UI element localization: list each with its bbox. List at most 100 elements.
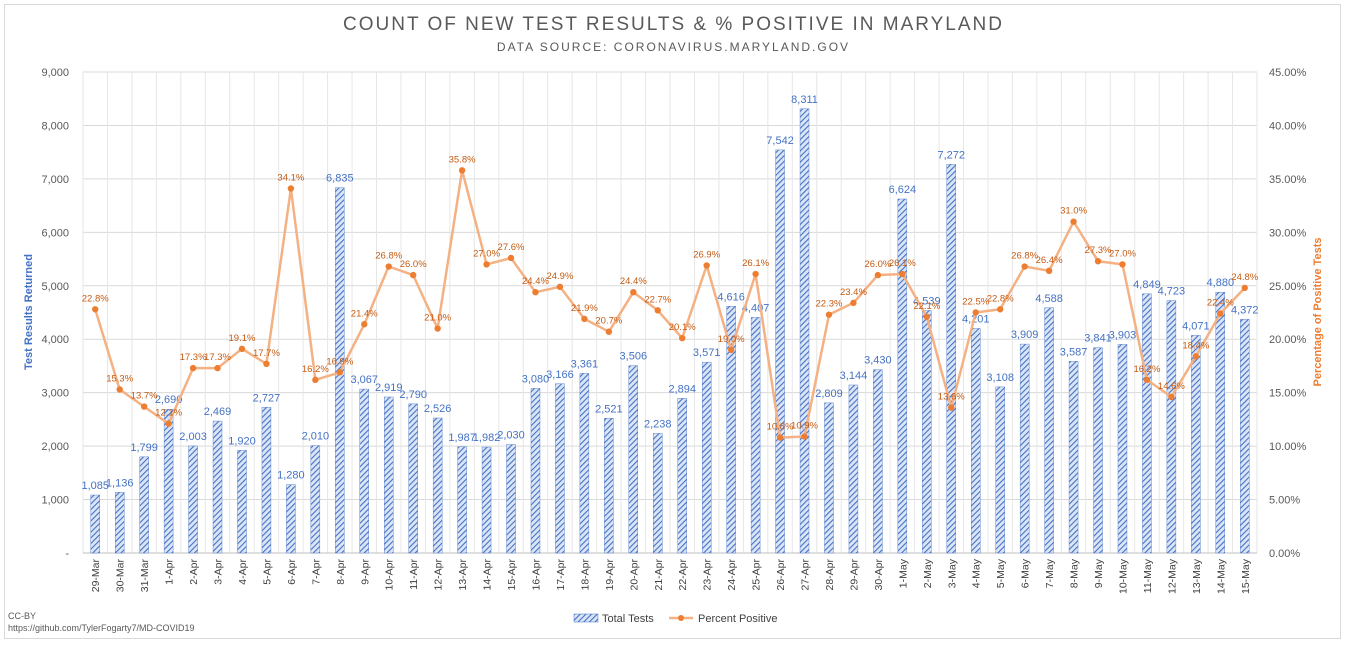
percent-value-label: 24.8% (1231, 272, 1258, 283)
percent-point (1168, 393, 1175, 401)
percent-value-label: 16.9% (326, 356, 353, 367)
bar-value-label: 2,919 (375, 382, 403, 394)
percent-point (140, 403, 148, 410)
bar-value-label: 1,085 (81, 480, 109, 492)
bar-value-label: 4,616 (717, 291, 745, 303)
bar-value-label: 3,067 (351, 374, 379, 386)
bar-value-label: 3,903 (1109, 329, 1137, 341)
bar-total-tests (237, 450, 247, 554)
right-tick-label: 15.00% (1269, 388, 1307, 400)
category-label: 23-Apr (702, 558, 714, 590)
category-label: 1-May (897, 558, 909, 588)
bar-total-tests (481, 446, 492, 554)
bar-total-tests (1240, 319, 1250, 554)
bar-total-tests (261, 407, 272, 554)
percent-value-label: 21.0% (424, 313, 451, 324)
category-label: 29-Apr (848, 558, 860, 590)
bar-value-label: 1,136 (106, 477, 134, 489)
bar-value-label: 4,407 (742, 302, 770, 314)
left-tick-label: 7,000 (41, 174, 69, 186)
bar-total-tests (971, 328, 981, 554)
percent-point (654, 307, 661, 314)
bar-value-label: 3,909 (1011, 329, 1039, 341)
left-tick-label: - (65, 548, 69, 560)
category-label: 7-Apr (310, 559, 322, 585)
bar-total-tests (628, 365, 639, 554)
bar-total-tests (457, 446, 467, 554)
percent-value-label: 22.4% (1207, 298, 1234, 309)
percent-value-label: 10.9% (791, 420, 818, 431)
right-axis-title: Percentage of Positive Tests (1312, 238, 1324, 387)
percent-value-label: 27.0% (473, 248, 500, 259)
percent-value-label: 19.0% (718, 334, 745, 345)
percent-point (874, 271, 882, 279)
category-label: 19-Apr (604, 558, 616, 590)
percent-point (1021, 263, 1028, 270)
bar-value-label: 3,587 (1060, 346, 1088, 358)
bar-value-label: 2,238 (644, 418, 672, 430)
bar-total-tests (163, 409, 174, 554)
bar-value-label: 4,880 (1207, 277, 1235, 289)
percent-value-label: 17.3% (204, 352, 231, 363)
percent-value-label: 21.9% (571, 303, 598, 314)
percent-value-label: 16.2% (302, 364, 329, 375)
bar-total-tests (1093, 347, 1103, 554)
bar-value-label: 2,727 (253, 392, 281, 404)
bar-total-tests (432, 417, 443, 554)
bar-value-label: 1,920 (228, 435, 256, 447)
left-axis-ticks: - 1,000 2,000 3,000 4,000 5,000 6,000 7,000 8,00… (41, 67, 69, 560)
percent-point (409, 271, 417, 279)
bar-value-label: 1,987 (448, 432, 476, 444)
left-tick-label: 5,000 (41, 281, 69, 293)
bar-total-tests (653, 433, 663, 554)
percent-point (1241, 284, 1248, 292)
percent-point (434, 325, 441, 332)
bar-total-tests (995, 386, 1005, 554)
category-label: 13-May (1191, 558, 1203, 594)
percent-point (899, 270, 906, 278)
percent-value-label: 10.8% (767, 422, 794, 433)
category-label: 10-Apr (384, 558, 396, 590)
right-tick-label: 25.00% (1269, 281, 1307, 293)
percent-value-label: 26.8% (375, 251, 402, 262)
chart-title: COUNT OF NEW TEST RESULTS & % POSITIVE I… (343, 14, 1004, 35)
left-tick-label: 2,000 (41, 441, 69, 453)
bar-total-tests (1166, 300, 1177, 554)
category-axis-labels: 29-Mar 30-Mar 31-Mar 1-Apr 2-Apr 3-Apr 4-Apr 5-… (90, 558, 1252, 594)
bar-total-tests (579, 373, 590, 554)
percent-point (458, 167, 466, 174)
bar-value-label: 2,030 (497, 430, 525, 442)
percent-point (776, 434, 784, 441)
percent-point (581, 315, 588, 323)
percent-value-label: 20.1% (669, 322, 696, 333)
bar-value-label: 4,372 (1231, 304, 1259, 316)
bar-total-tests (799, 108, 810, 554)
bar-total-tests (1117, 344, 1128, 554)
percent-point (727, 346, 735, 354)
category-label: 20-Apr (628, 558, 640, 590)
category-label: 10-May (1117, 558, 1129, 594)
source-url[interactable]: https://github.com/TylerFogarty7/MD-COVI… (8, 623, 195, 633)
bar-value-label: 3,166 (546, 369, 574, 381)
percent-point (801, 433, 808, 440)
left-tick-label: 6,000 (41, 227, 69, 239)
bar-value-label: 3,506 (620, 351, 648, 363)
percent-point (972, 309, 979, 316)
percent-value-label: 24.9% (546, 271, 573, 282)
category-label: 2-May (922, 558, 934, 588)
left-tick-label: 8,000 (41, 120, 69, 132)
percent-value-label: 24.4% (522, 276, 549, 287)
percent-value-label: 26.9% (693, 249, 720, 260)
category-label: 26-Apr (775, 558, 787, 590)
bar-value-label: 3,361 (571, 358, 599, 370)
left-axis-title: Test Results Returned (23, 254, 35, 370)
percent-value-label: 22.8% (82, 293, 109, 304)
category-label: 2-Apr (188, 559, 200, 585)
category-label: 7-May (1044, 558, 1056, 588)
percent-point (948, 404, 955, 411)
percent-point (923, 313, 931, 320)
right-tick-label: 20.00% (1269, 334, 1307, 346)
percent-value-label: 26.0% (864, 259, 891, 270)
